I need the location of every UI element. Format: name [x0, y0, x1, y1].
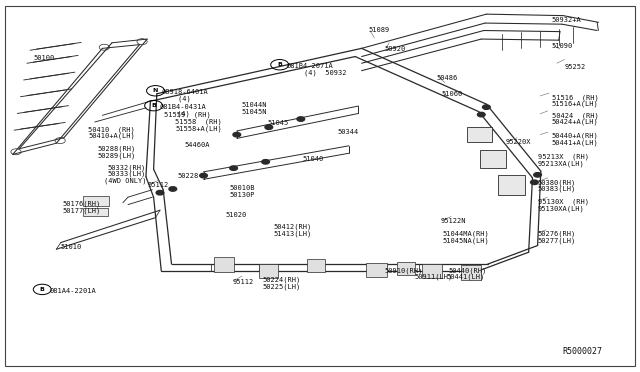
- Text: 51044N: 51044N: [242, 102, 268, 108]
- Text: 95213XA(LH): 95213XA(LH): [538, 160, 584, 167]
- Text: 51558+A(LH): 51558+A(LH): [175, 125, 222, 132]
- Text: 08918-6401A: 08918-6401A: [161, 89, 208, 95]
- Text: R5000027: R5000027: [562, 347, 602, 356]
- Text: B: B: [151, 103, 156, 108]
- Text: 50932+A: 50932+A: [552, 17, 581, 23]
- Text: 50333(LH): 50333(LH): [108, 171, 146, 177]
- Text: 95130X  (RH): 95130X (RH): [538, 198, 589, 205]
- Circle shape: [200, 173, 207, 178]
- Text: 50920: 50920: [384, 46, 405, 52]
- Text: 50380(RH): 50380(RH): [538, 179, 576, 186]
- Text: 51090: 51090: [552, 44, 573, 49]
- Circle shape: [534, 173, 541, 177]
- Circle shape: [169, 187, 177, 191]
- Text: 95220X: 95220X: [506, 140, 531, 145]
- Text: 50911(LH): 50911(LH): [415, 274, 453, 280]
- Circle shape: [265, 125, 273, 129]
- Text: 081B4-0431A: 081B4-0431A: [160, 104, 207, 110]
- Text: 50176(RH): 50176(RH): [63, 201, 101, 207]
- Circle shape: [230, 166, 237, 170]
- Text: (4): (4): [160, 110, 189, 117]
- Text: 50010B: 50010B: [229, 185, 255, 191]
- FancyBboxPatch shape: [498, 175, 525, 195]
- Text: 50441+A(LH): 50441+A(LH): [552, 139, 598, 146]
- Text: 51060: 51060: [442, 91, 463, 97]
- Text: 50441(LH): 50441(LH): [446, 274, 484, 280]
- Text: 50410+A(LH): 50410+A(LH): [88, 133, 135, 140]
- Circle shape: [233, 132, 241, 137]
- Text: 50288(RH): 50288(RH): [97, 145, 136, 152]
- Text: 54460A: 54460A: [184, 142, 210, 148]
- Text: 50440(RH): 50440(RH): [448, 267, 486, 274]
- FancyBboxPatch shape: [467, 127, 492, 142]
- FancyBboxPatch shape: [83, 208, 108, 216]
- Text: 51045N: 51045N: [242, 109, 268, 115]
- Text: 081B4-2071A: 081B4-2071A: [287, 63, 333, 69]
- Text: 95112: 95112: [232, 279, 253, 285]
- Circle shape: [297, 117, 305, 121]
- Text: 51559  (RH): 51559 (RH): [164, 111, 211, 118]
- Circle shape: [262, 160, 269, 164]
- Text: 95213X  (RH): 95213X (RH): [538, 154, 589, 160]
- Text: 95122N: 95122N: [440, 218, 466, 224]
- Text: 50424+A(LH): 50424+A(LH): [552, 119, 598, 125]
- Text: 51413(LH): 51413(LH): [274, 230, 312, 237]
- Text: 51516+A(LH): 51516+A(LH): [552, 101, 598, 108]
- Text: B: B: [40, 287, 45, 292]
- Text: 081A4-2201A: 081A4-2201A: [50, 288, 97, 294]
- Text: 50412(RH): 50412(RH): [274, 224, 312, 230]
- Text: 51040: 51040: [302, 156, 323, 162]
- Text: 50910(RH): 50910(RH): [384, 267, 422, 274]
- Text: 95130XA(LH): 95130XA(LH): [538, 205, 584, 212]
- Text: 50276(RH): 50276(RH): [538, 230, 576, 237]
- Text: 50424  (RH): 50424 (RH): [552, 112, 598, 119]
- FancyBboxPatch shape: [307, 259, 325, 272]
- Text: 50383(LH): 50383(LH): [538, 186, 576, 192]
- FancyBboxPatch shape: [366, 263, 387, 277]
- Text: 51045NA(LH): 51045NA(LH): [443, 237, 490, 244]
- FancyBboxPatch shape: [461, 265, 481, 280]
- Text: 51045: 51045: [268, 120, 289, 126]
- Circle shape: [531, 180, 538, 185]
- FancyBboxPatch shape: [480, 150, 506, 168]
- FancyBboxPatch shape: [83, 196, 109, 206]
- Text: 95252: 95252: [564, 64, 586, 70]
- Text: 50224(RH): 50224(RH): [262, 276, 301, 283]
- Text: 50289(LH): 50289(LH): [97, 152, 136, 159]
- Text: 51010: 51010: [61, 244, 82, 250]
- FancyBboxPatch shape: [422, 264, 442, 278]
- Text: (4): (4): [161, 96, 191, 102]
- FancyBboxPatch shape: [259, 264, 278, 278]
- Text: 50100: 50100: [33, 55, 54, 61]
- Text: 51516  (RH): 51516 (RH): [552, 94, 598, 101]
- Text: 50228: 50228: [178, 173, 199, 179]
- Text: 50332(RH): 50332(RH): [108, 164, 146, 171]
- Text: 95112: 95112: [147, 182, 168, 188]
- Text: 51558  (RH): 51558 (RH): [175, 119, 222, 125]
- Circle shape: [483, 105, 490, 109]
- Circle shape: [477, 112, 485, 117]
- Text: 50410  (RH): 50410 (RH): [88, 126, 135, 133]
- Text: (4WD ONLY): (4WD ONLY): [104, 177, 146, 184]
- Text: 50344: 50344: [338, 129, 359, 135]
- Text: 51044MA(RH): 51044MA(RH): [443, 230, 490, 237]
- FancyBboxPatch shape: [214, 257, 234, 272]
- FancyBboxPatch shape: [397, 262, 415, 275]
- Text: 50130P: 50130P: [229, 192, 255, 198]
- Text: 51020: 51020: [225, 212, 246, 218]
- Text: (4)  50932: (4) 50932: [287, 70, 346, 76]
- Text: 51089: 51089: [368, 27, 389, 33]
- Text: 50486: 50486: [436, 75, 458, 81]
- Text: 50440+A(RH): 50440+A(RH): [552, 132, 598, 139]
- Text: 50177(LH): 50177(LH): [63, 207, 101, 214]
- Text: N: N: [153, 88, 158, 93]
- Text: B: B: [277, 62, 282, 67]
- Circle shape: [156, 190, 164, 195]
- Text: 50225(LH): 50225(LH): [262, 283, 301, 290]
- Text: 50277(LH): 50277(LH): [538, 237, 576, 244]
